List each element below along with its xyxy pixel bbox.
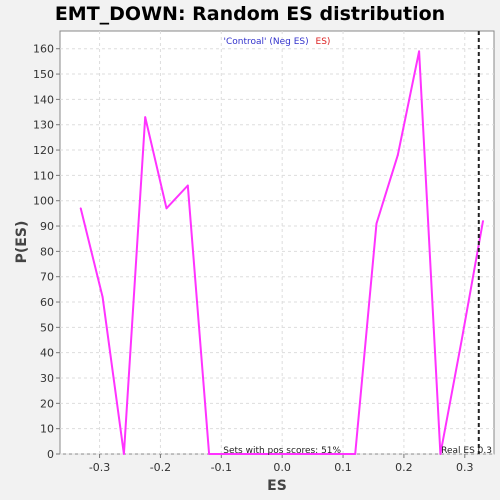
y-tick-label: 50 bbox=[40, 321, 54, 334]
real-es-label: Real ES 0.3 bbox=[441, 446, 492, 456]
data-point bbox=[461, 339, 463, 341]
legend-entry-neg-es: 'Controal' (Neg ES) bbox=[224, 37, 309, 47]
y-tick-label: 90 bbox=[40, 220, 54, 233]
y-tick-label: 150 bbox=[33, 68, 54, 81]
y-axis-title: P(ES) bbox=[14, 221, 30, 264]
x-tick-label: 0.1 bbox=[334, 461, 352, 474]
data-point bbox=[166, 207, 168, 209]
data-point bbox=[80, 207, 82, 209]
y-tick-label: 140 bbox=[33, 93, 54, 106]
data-point bbox=[123, 453, 125, 455]
y-tick-label: 10 bbox=[40, 423, 54, 436]
y-tick-label: 100 bbox=[33, 195, 54, 208]
data-point bbox=[482, 220, 484, 222]
y-axis-ticks: 0 10 20 30 40 50 60 70 80 90 100 110 120 130 140 150 160 bbox=[33, 43, 60, 461]
pos-scores-annotation: Sets with pos scores: 51% bbox=[223, 446, 341, 456]
data-point bbox=[354, 453, 356, 455]
x-tick-label: 0.0 bbox=[273, 461, 291, 474]
data-point bbox=[102, 296, 104, 298]
x-tick-label: -0.2 bbox=[150, 461, 171, 474]
y-tick-label: 60 bbox=[40, 296, 54, 309]
x-tick-label: -0.3 bbox=[89, 461, 110, 474]
y-tick-label: 30 bbox=[40, 372, 54, 385]
y-tick-label: 40 bbox=[40, 347, 54, 360]
y-tick-label: 80 bbox=[40, 245, 54, 258]
y-tick-label: 130 bbox=[33, 119, 54, 132]
data-point bbox=[144, 116, 146, 118]
y-tick-label: 160 bbox=[33, 43, 54, 56]
x-axis-title: ES bbox=[267, 478, 287, 494]
data-point bbox=[397, 154, 399, 156]
x-tick-label: -0.1 bbox=[211, 461, 232, 474]
y-tick-label: 120 bbox=[33, 144, 54, 157]
data-point bbox=[418, 50, 420, 52]
data-point bbox=[208, 453, 210, 455]
y-tick-label: 20 bbox=[40, 397, 54, 410]
data-point bbox=[376, 223, 378, 225]
x-tick-label: 0.3 bbox=[456, 461, 474, 474]
x-axis-ticks: -0.3 -0.2 -0.1 0.0 0.1 0.2 0.3 bbox=[89, 454, 474, 474]
y-tick-label: 110 bbox=[33, 169, 54, 182]
x-tick-label: 0.2 bbox=[395, 461, 413, 474]
y-tick-label: 70 bbox=[40, 271, 54, 284]
y-tick-label: 0 bbox=[47, 448, 54, 461]
data-point bbox=[187, 185, 189, 187]
legend-entry-es: ES) bbox=[316, 37, 331, 47]
